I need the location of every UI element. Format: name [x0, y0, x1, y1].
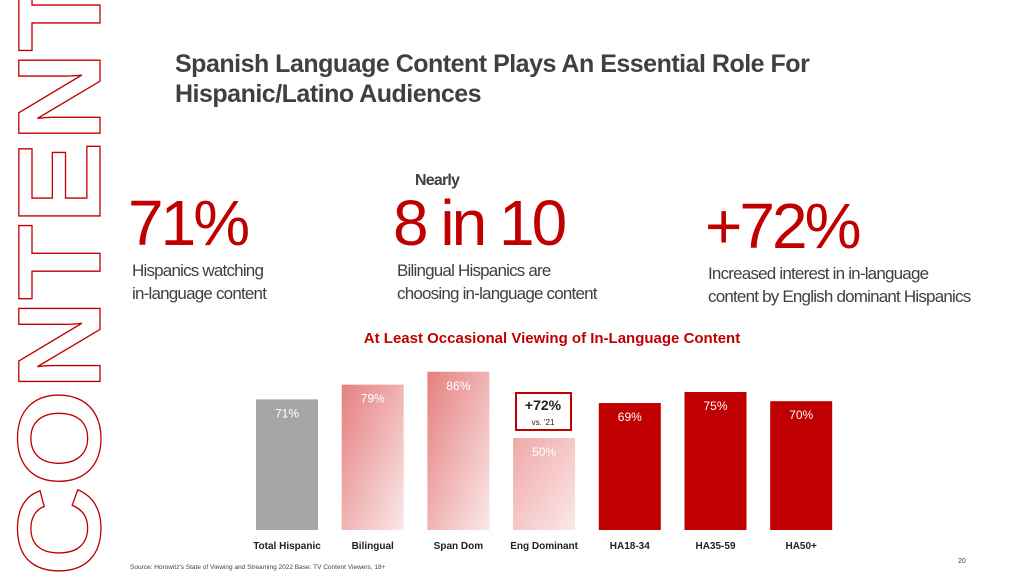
bar: [341, 384, 404, 530]
x-tick-label: Eng Dominant: [510, 541, 578, 552]
annotation: +72%: [525, 397, 562, 413]
value-label: 69%: [618, 410, 642, 424]
annotation-sub: vs. '21: [532, 418, 555, 427]
stat-caption: content by English dominant Hispanics: [708, 287, 971, 306]
stat-prefix: Nearly: [415, 172, 460, 189]
bar: [770, 401, 833, 530]
bar: [513, 438, 576, 530]
title-line: Spanish Language Content Plays An Essent…: [175, 50, 810, 78]
stat-value: 8 in 10: [393, 187, 566, 259]
stat-value: 71%: [128, 187, 248, 259]
annotation-box: [515, 392, 572, 431]
stat-caption: Bilingual Hispanics are: [397, 261, 551, 280]
x-tick-label: Bilingual: [352, 541, 394, 552]
title-line: Hispanic/Latino Audiences: [175, 80, 481, 108]
stat-caption: in-language content: [132, 284, 267, 303]
stat-caption: choosing in-language content: [397, 284, 598, 303]
value-label: 50%: [532, 445, 556, 459]
bar: [684, 392, 747, 530]
bar: [427, 371, 490, 530]
value-label: 70%: [789, 408, 813, 422]
x-tick-label: HA18-34: [610, 541, 650, 552]
value-label: 86%: [446, 379, 470, 393]
value-label: 79%: [361, 392, 385, 406]
bar-chart: 71% Total Hispanic 79% Bilingual 86% Span Dom…: [253, 371, 833, 552]
stat-value: +72%: [705, 190, 860, 262]
x-tick-label: Total Hispanic: [253, 541, 321, 552]
x-tick-label: Span Dom: [434, 541, 484, 552]
value-label: 71%: [275, 406, 299, 420]
bar: [598, 403, 661, 530]
x-tick-label: HA35-59: [695, 541, 735, 552]
vertical-label: CONTENT: [0, 0, 126, 576]
bar: [256, 399, 318, 530]
stat-caption: Increased interest in in-language: [708, 264, 929, 283]
page-number: 20: [958, 558, 966, 565]
x-tick-label: HA50+: [785, 541, 817, 552]
chart-title: At Least Occasional Viewing of In-Langua…: [364, 330, 740, 347]
stat-caption: Hispanics watching: [132, 261, 263, 280]
source: Source: Horowitz's State of Viewing and …: [130, 564, 386, 571]
value-label: 75%: [703, 399, 727, 413]
